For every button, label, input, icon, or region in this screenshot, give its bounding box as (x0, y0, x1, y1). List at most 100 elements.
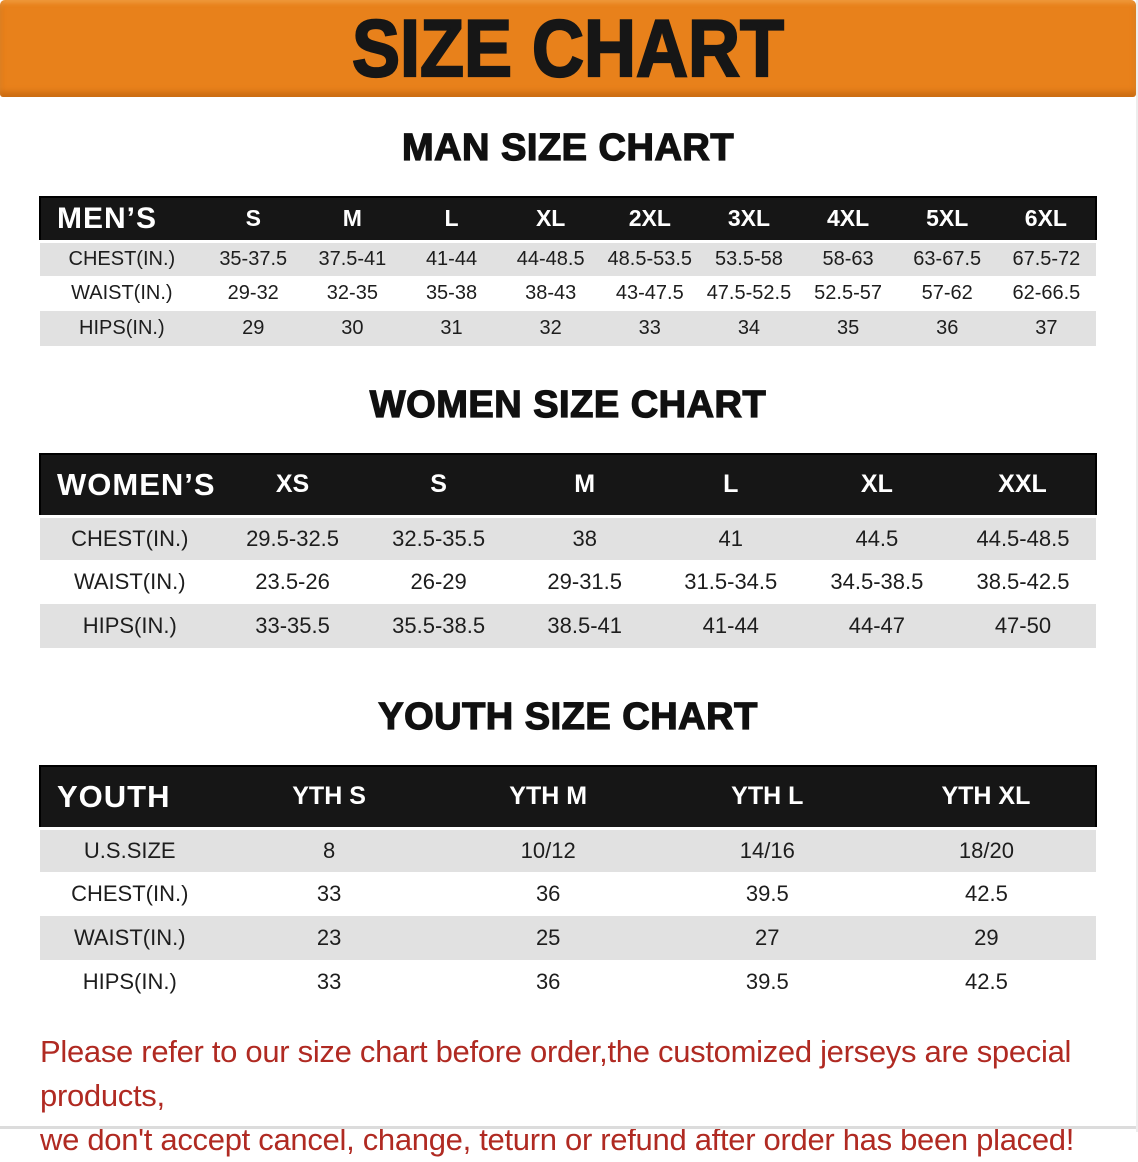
table-row: HIPS(IN.) 33 36 39.5 42.5 (40, 960, 1096, 1004)
size-value-cell: 34.5-38.5 (830, 569, 924, 594)
row-label: HIPS(IN.) (79, 317, 165, 339)
youth-header-label: YOUTH (40, 766, 220, 830)
table-row: HIPS(IN.) 33-35.5 35.5-38.5 38.5-41 41-44 44-… (40, 604, 1096, 648)
row-label: HIPS(IN.) (82, 969, 177, 994)
size-value-cell: 10/12 (520, 837, 576, 863)
size-value-cell: 43-47.5 (615, 282, 684, 304)
size-value-cell: 29.5-32.5 (246, 525, 340, 551)
table-row: WAIST(IN.) 23 25 27 29 (40, 916, 1096, 960)
size-value-cell: 33 (638, 317, 661, 339)
size-value-cell: 8 (322, 837, 336, 863)
size-column-header: M (302, 197, 402, 243)
table-row: WAIST(IN.) 23.5-26 26-29 29-31.5 31.5-34.5 34… (40, 560, 1096, 604)
size-column-header: 5XL (897, 197, 997, 243)
size-value-cell: 47-50 (994, 613, 1052, 638)
mens-chart-title: MAN SIZE CHART (401, 126, 735, 169)
table-row: CHEST(IN.) 29.5-32.5 32.5-35.5 38 41 44.5 44.5… (40, 516, 1096, 560)
mens-header-label: MEN’S (40, 197, 204, 243)
size-value-cell: 33 (316, 881, 342, 906)
size-column-header: 3XL (699, 197, 799, 243)
size-column-header: YTH S (219, 766, 439, 830)
size-value-cell: 38.5-41 (547, 613, 623, 638)
row-label: U.S.SIZE (83, 837, 176, 863)
youth-header-row: YOUTH YTH S YTH M YTH L YTH XL (40, 766, 1096, 830)
size-column-header: L (401, 197, 502, 243)
size-column-header: M (511, 454, 658, 518)
table-row: U.S.SIZE 8 10/12 14/16 18/20 (40, 828, 1096, 872)
womens-size-table: WOMEN’S XS S M L XL XXL CHEST(IN.) 29.5-32.5 32.5… (39, 453, 1097, 648)
size-column-header: S (365, 454, 512, 518)
size-value-cell: 33 (316, 969, 342, 994)
size-value-cell: 32.5-35.5 (392, 525, 486, 551)
size-column-header: XXL (949, 454, 1096, 518)
size-value-cell: 63-67.5 (913, 247, 982, 270)
womens-header-label: WOMEN’S (40, 454, 220, 518)
size-value-cell: 34 (737, 317, 761, 339)
size-value-cell: 31.5-34.5 (684, 569, 778, 594)
size-value-cell: 36 (535, 881, 561, 906)
banner-title: SIZE CHART (351, 3, 785, 95)
size-column-header: YTH XL (876, 766, 1096, 830)
size-value-cell: 37 (1035, 317, 1058, 339)
size-value-cell: 25 (535, 925, 561, 950)
size-value-cell: 35-37.5 (219, 247, 288, 270)
size-value-cell: 44.5 (855, 525, 899, 551)
size-value-cell: 26-29 (410, 569, 467, 594)
size-value-cell: 41 (718, 525, 744, 551)
womens-header-row: WOMEN’S XS S M L XL XXL (40, 454, 1096, 518)
table-row: CHEST(IN.) 35-37.5 37.5-41 41-44 44-48.5 48.5… (40, 241, 1096, 276)
womens-chart-title: WOMEN SIZE CHART (369, 383, 767, 426)
size-column-header: XL (803, 454, 950, 518)
mens-size-table: MEN’S S M L XL 2XL 3XL 4XL 5XL 6XL CHEST(IN.) 35-37… (39, 196, 1097, 346)
size-chart-banner: SIZE CHART (0, 0, 1136, 97)
size-value-cell: 35-38 (425, 282, 478, 304)
size-value-cell: 38 (572, 525, 597, 551)
size-column-header: YTH L (657, 766, 877, 830)
size-value-cell: 42.5 (965, 969, 1008, 994)
size-value-cell: 44.5-48.5 (976, 525, 1070, 551)
size-value-cell: 41-44 (425, 247, 478, 270)
size-value-cell: 14/16 (739, 837, 795, 863)
size-column-header: XS (219, 454, 366, 518)
size-value-cell: 67.5-72 (1012, 247, 1081, 270)
size-column-header: S (203, 197, 303, 243)
size-column-header: 6XL (996, 197, 1096, 243)
table-row: CHEST(IN.) 33 36 39.5 42.5 (40, 872, 1096, 916)
size-value-cell: 36 (535, 969, 561, 994)
size-value-cell: 27 (755, 925, 780, 950)
youth-size-table: YOUTH YTH S YTH M YTH L YTH XL U.S.SIZE 8 10/12… (39, 765, 1097, 1004)
row-label: WAIST(IN.) (73, 925, 186, 950)
size-value-cell: 18/20 (958, 837, 1014, 863)
size-value-cell: 23.5-26 (255, 569, 330, 594)
size-column-header: 2XL (600, 197, 700, 243)
size-value-cell: 35.5-38.5 (392, 613, 486, 638)
row-label: WAIST(IN.) (73, 569, 186, 594)
size-value-cell: 30 (341, 317, 364, 339)
size-value-cell: 29-32 (227, 282, 279, 304)
size-value-cell: 38-43 (525, 282, 577, 304)
size-value-cell: 36 (936, 317, 959, 339)
row-label: CHEST(IN.) (71, 881, 189, 906)
row-label: CHEST(IN.) (71, 525, 189, 551)
size-value-cell: 48.5-53.5 (607, 247, 693, 270)
row-label: WAIST(IN.) (71, 282, 173, 304)
size-value-cell: 41-44 (702, 613, 759, 638)
row-label: HIPS(IN.) (82, 613, 177, 638)
size-value-cell: 31 (440, 317, 463, 339)
size-value-cell: 44-47 (848, 613, 905, 638)
row-label: CHEST(IN.) (68, 247, 176, 270)
size-value-cell: 29 (974, 925, 999, 950)
size-value-cell: 35 (836, 317, 860, 339)
size-column-header: 4XL (798, 197, 898, 243)
table-row: WAIST(IN.) 29-32 32-35 35-38 38-43 43-47.5 47.… (40, 276, 1096, 311)
size-value-cell: 29-31.5 (547, 569, 623, 594)
size-value-cell: 37.5-41 (318, 247, 387, 270)
size-value-cell: 39.5 (745, 881, 789, 906)
disclaimer-line-1: Please refer to our size chart before or… (40, 1034, 1072, 1114)
table-row: HIPS(IN.) 29 30 31 32 33 34 35 36 37 (40, 311, 1096, 346)
size-value-cell: 29 (242, 317, 265, 339)
size-value-cell: 38.5-42.5 (976, 569, 1070, 594)
mens-header-row: MEN’S S M L XL 2XL 3XL 4XL 5XL 6XL (40, 197, 1096, 243)
size-value-cell: 52.5-57 (814, 282, 882, 304)
size-value-cell: 44-48.5 (516, 247, 585, 270)
